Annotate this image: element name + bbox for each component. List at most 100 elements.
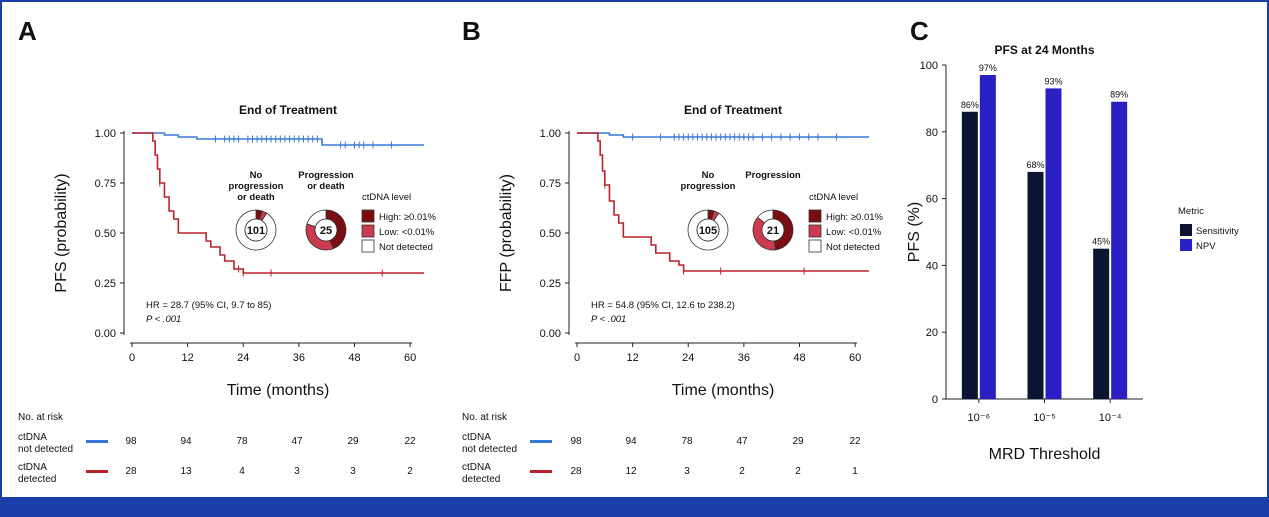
legend-swatch — [1180, 224, 1192, 236]
risk-count: 29 — [347, 436, 359, 447]
y-tick-label: 1.00 — [95, 128, 116, 140]
x-axis-label: Time (months) — [672, 382, 775, 399]
legend-swatch — [808, 224, 822, 238]
risk-count: 98 — [125, 436, 137, 447]
bar-value-label: 45% — [1092, 237, 1110, 247]
risk-count: 47 — [291, 436, 303, 447]
risk-header: No. at risk — [18, 412, 64, 423]
bar-npv — [979, 75, 996, 400]
risk-count: 3 — [684, 466, 690, 477]
x-axis-label: Time (months) — [227, 382, 330, 399]
risk-line-blue — [86, 440, 108, 443]
bar-sensitivity — [1093, 248, 1110, 399]
bar-npv — [1111, 101, 1128, 400]
chart-title: End of Treatment — [239, 103, 337, 117]
risk-count: 98 — [570, 436, 582, 447]
km-chart-a: End of Treatment 0.00 0.25 0.50 0.75 1.00 0 12 2… — [53, 103, 437, 399]
donut-label-line: or death — [237, 192, 275, 203]
y-tick-label: 0.00 — [95, 328, 116, 340]
donut-hole — [761, 218, 785, 242]
legend-item-label: High: ≥0.01% — [379, 212, 437, 223]
risk-label-line: not detected — [462, 444, 518, 455]
x-tick-label: 24 — [237, 352, 249, 364]
x-tick-label: 10⁻⁴ — [1099, 412, 1122, 424]
risk-label-detected: ctDNA detected — [18, 462, 56, 486]
x-tick-label: 60 — [404, 352, 416, 364]
y-tick-label: 100 — [920, 60, 938, 72]
x-tick-label: 10⁻⁵ — [1033, 412, 1056, 424]
x-tick-label: 36 — [738, 352, 750, 364]
panel-letter-b: B — [462, 16, 481, 46]
x-tick-label: 60 — [849, 352, 861, 364]
risk-count: 4 — [239, 466, 245, 477]
risk-count: 94 — [625, 436, 637, 447]
km-curve-red — [577, 132, 869, 272]
donut-label-line: progression — [229, 181, 284, 192]
legend-title: ctDNA level — [809, 192, 858, 203]
chart-title: End of Treatment — [684, 103, 782, 117]
risk-label-line: ctDNA — [462, 432, 491, 443]
legend-title: Metric — [1178, 206, 1204, 217]
hr-annotation: HR = 28.7 (95% CI, 9.7 to 85) — [146, 300, 271, 311]
y-tick-label: 40 — [926, 260, 938, 272]
legend-item-label: NPV — [1196, 241, 1216, 252]
x-tick-label: 48 — [348, 352, 360, 364]
risk-count: 94 — [180, 436, 192, 447]
panel-letter-c: C — [910, 16, 929, 46]
y-tick-label: 1.00 — [540, 128, 561, 140]
risk-label-line: detected — [462, 474, 501, 485]
donut-hole — [696, 218, 720, 242]
y-tick-label: 0.75 — [95, 178, 116, 190]
risk-line-red — [86, 470, 108, 473]
y-tick-label: 60 — [926, 194, 938, 206]
donut-hole — [244, 218, 268, 242]
donut-label-line: No — [250, 170, 263, 181]
bottom-bar — [0, 497, 1269, 517]
risk-label-line: ctDNA — [18, 432, 47, 443]
y-axis-label: PFS (%) — [906, 202, 923, 262]
y-tick-label: 0.50 — [95, 228, 116, 240]
risk-count: 3 — [350, 466, 356, 477]
panel-letter-a: A — [18, 16, 37, 46]
bar-value-label: 89% — [1110, 90, 1128, 100]
p-value-annotation: P < .001 — [146, 314, 181, 325]
km-curve-red — [132, 132, 424, 274]
legend-item-label: Not detected — [379, 242, 433, 253]
risk-label-line: not detected — [18, 444, 74, 455]
legend-swatch — [808, 209, 822, 223]
x-tick-label: 12 — [626, 352, 638, 364]
donut-label-line: No — [702, 170, 715, 181]
legend-swatch — [361, 209, 375, 223]
bar-value-label: 86% — [961, 100, 979, 110]
x-tick-label: 0 — [129, 352, 135, 364]
km-chart-b: End of Treatment 0.00 0.25 0.50 0.75 1.00 0 12 2… — [498, 103, 884, 399]
donut-center-count: 101 — [247, 225, 265, 237]
legend-swatch — [1180, 239, 1192, 251]
km-curve-blue — [577, 132, 869, 138]
risk-count: 22 — [404, 436, 416, 447]
p-value-annotation: P < .001 — [591, 314, 626, 325]
donut-center-count: 105 — [699, 225, 717, 237]
risk-count: 78 — [681, 436, 693, 447]
bar-sensitivity — [1027, 171, 1044, 399]
legend-swatch — [361, 224, 375, 238]
risk-count: 78 — [236, 436, 248, 447]
x-tick-label: 10⁻⁶ — [968, 412, 991, 424]
risk-count: 28 — [125, 466, 137, 477]
bar-sensitivity — [961, 111, 978, 399]
risk-count: 2 — [739, 466, 745, 477]
y-tick-label: 0.25 — [540, 278, 561, 290]
bar-value-label: 68% — [1026, 160, 1044, 170]
legend-item-label: Sensitivity — [1196, 226, 1239, 237]
x-axis-label: MRD Threshold — [989, 446, 1101, 463]
risk-label-not-detected: ctDNA not detected — [18, 432, 73, 456]
risk-count: 13 — [180, 466, 192, 477]
y-tick-label: 0.00 — [540, 328, 561, 340]
y-axis-label: FFP (probability) — [498, 174, 515, 292]
bar-npv — [1045, 88, 1062, 399]
donut-hole — [314, 218, 338, 242]
risk-label-line: ctDNA — [18, 462, 47, 473]
y-axis-label: PFS (probability) — [53, 173, 70, 292]
figure-frame — [0, 0, 1269, 499]
risk-count: 22 — [849, 436, 861, 447]
